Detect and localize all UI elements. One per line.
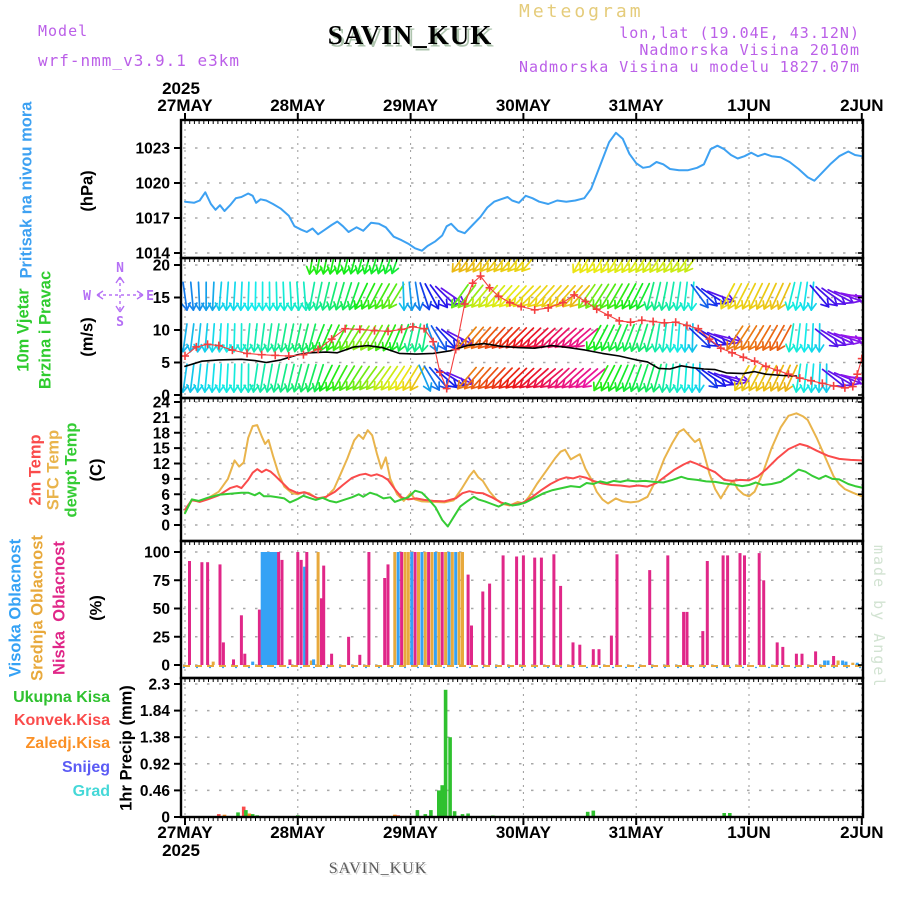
time-label-top: 1JUN — [727, 96, 770, 115]
time-label-bottom: 2JUN — [840, 823, 883, 842]
y-tick-label: 1014 — [136, 246, 171, 263]
compass-w: W — [83, 289, 91, 304]
time-label-bottom: 31MAY — [609, 823, 665, 842]
y-tick-label: 1.38 — [140, 730, 171, 747]
model-elevation-label: Nadmorska Visina u modelu 1827.07m — [518, 58, 860, 76]
model-name: wrf-nmm_v3.9.1 e3km — [38, 51, 241, 70]
compass-s: S — [116, 315, 124, 330]
watermark-text: made by Angel — [870, 545, 888, 689]
precip-snow-label: Snijeg — [61, 759, 110, 776]
model-label: Model — [38, 22, 89, 40]
series — [182, 131, 863, 817]
y-tick-label: 9 — [161, 471, 170, 488]
axes: 1014101710201023051015200369121518212402… — [136, 79, 884, 860]
elevation-label: Nadmorska Visina 2010m — [639, 41, 860, 59]
y-tick-label: 15 — [153, 290, 171, 307]
y-tick-label: 0.92 — [140, 756, 170, 773]
y-tick-label: 1.84 — [140, 703, 171, 720]
time-label-top: 29MAY — [383, 96, 439, 115]
compass-n: N — [116, 261, 124, 276]
compass-e: E — [146, 289, 154, 304]
y-tick-label: 20 — [153, 258, 170, 275]
y-tick-label: 10 — [153, 323, 170, 340]
y-tick-label: 0 — [161, 810, 170, 827]
y-tick-label: 50 — [153, 601, 170, 618]
y-tick-label: 2.3 — [148, 676, 170, 693]
wind-panel-series — [182, 259, 862, 393]
y-tick-label: 1023 — [136, 141, 171, 158]
y-tick-label: 0 — [161, 518, 170, 535]
precip-convective-label: Konvek.Kisa — [13, 712, 110, 729]
y-tick-label: 1020 — [136, 176, 170, 193]
app-title: Meteogram — [519, 1, 644, 22]
y-tick-label: 100 — [144, 545, 170, 562]
year-label-bottom: 2025 — [162, 841, 200, 860]
time-label-top: 28MAY — [270, 96, 326, 115]
time-label-bottom: 1JUN — [727, 823, 770, 842]
y-tick-label: 75 — [153, 573, 171, 590]
time-label-top: 27MAY — [157, 96, 213, 115]
time-label-bottom: 28MAY — [270, 823, 326, 842]
y-tick-label: 15 — [153, 441, 171, 458]
y-tick-label: 1017 — [136, 211, 170, 228]
time-label-top: 31MAY — [609, 96, 665, 115]
y-tick-label: 3 — [161, 502, 170, 519]
y-tick-label: 18 — [153, 425, 171, 442]
y-tick-label: 25 — [153, 629, 171, 646]
y-tick-label: 5 — [161, 355, 170, 372]
time-label-top: 2JUN — [840, 96, 883, 115]
time-label-bottom: 30MAY — [496, 823, 552, 842]
time-label-top: 30MAY — [496, 96, 552, 115]
y-tick-label: 12 — [153, 456, 170, 473]
footer-station: SAVIN_KUK — [328, 860, 428, 877]
precip-frozen-label: Zaledj.Kisa — [25, 735, 110, 752]
y-tick-label: 0 — [161, 658, 170, 675]
time-label-bottom: 27MAY — [157, 823, 213, 842]
y-tick-label: 6 — [161, 487, 170, 504]
y-tick-label: 21 — [153, 410, 171, 427]
precip-total-label: Ukupna Kisa — [13, 689, 110, 706]
time-label-bottom: 29MAY — [383, 823, 439, 842]
y-tick-label: 0.46 — [140, 783, 171, 800]
precip-hail-label: Grad — [72, 783, 110, 800]
year-label-top: 2025 — [162, 79, 200, 98]
y-tick-label: 0 — [161, 388, 170, 405]
lonlat-label: lon,lat (19.04E, 43.12N) — [619, 24, 860, 42]
y-tick-label: 24 — [153, 395, 171, 412]
wind-compass: N S W E — [83, 261, 154, 330]
gridlines — [183, 122, 863, 815]
page-title: SAVIN_KUK — [327, 20, 493, 50]
